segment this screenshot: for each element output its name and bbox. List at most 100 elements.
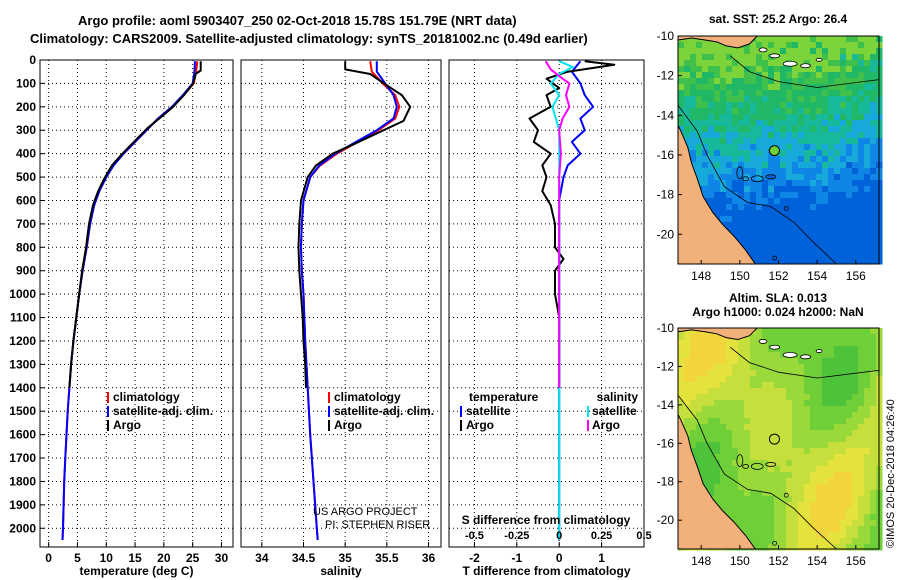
map-cell bbox=[840, 388, 847, 395]
map-cell bbox=[798, 478, 805, 485]
map-cell bbox=[768, 400, 775, 407]
map-cell bbox=[804, 466, 811, 473]
secondary-tick-label: 0.25 bbox=[591, 530, 612, 542]
map-cell bbox=[702, 472, 709, 479]
map-cell bbox=[750, 490, 757, 497]
map-cell bbox=[708, 442, 715, 449]
map-cell bbox=[828, 210, 835, 217]
map-cell bbox=[864, 478, 871, 485]
map-cell bbox=[738, 228, 745, 235]
map-cell bbox=[768, 424, 775, 431]
map-cell bbox=[828, 508, 835, 515]
map-cell bbox=[780, 496, 787, 503]
map-cell bbox=[834, 48, 841, 55]
map-cell bbox=[864, 228, 871, 235]
map-cell bbox=[864, 222, 871, 229]
map-cell bbox=[870, 400, 877, 407]
map-cell bbox=[846, 90, 853, 97]
map-cell bbox=[738, 186, 745, 193]
x-axis-label: salinity bbox=[320, 564, 362, 578]
map-cell bbox=[678, 60, 685, 67]
map-cell bbox=[756, 204, 763, 211]
map-cell bbox=[822, 60, 829, 67]
map-cell bbox=[798, 394, 805, 401]
map-cell bbox=[786, 78, 793, 85]
map-cell bbox=[792, 466, 799, 473]
map-cell bbox=[870, 544, 877, 551]
map-cell bbox=[810, 210, 817, 217]
map-cell bbox=[858, 72, 865, 79]
map-cell bbox=[870, 358, 877, 365]
map-cell bbox=[792, 364, 799, 371]
map-cell bbox=[858, 502, 865, 509]
map-cell bbox=[786, 132, 793, 139]
map-cell bbox=[714, 210, 721, 217]
map-cell bbox=[822, 252, 829, 259]
map-cell bbox=[828, 472, 835, 479]
map-cell bbox=[828, 358, 835, 365]
map-cell bbox=[852, 484, 859, 491]
map-cell bbox=[834, 36, 841, 43]
map-cell bbox=[840, 234, 847, 241]
map-cell bbox=[810, 466, 817, 473]
map-cell bbox=[726, 454, 733, 461]
map-cell bbox=[762, 240, 769, 247]
map-cell bbox=[798, 520, 805, 527]
map-cell bbox=[822, 240, 829, 247]
map-cell bbox=[726, 442, 733, 449]
map-cell bbox=[798, 370, 805, 377]
map-cell bbox=[804, 364, 811, 371]
map-cell bbox=[804, 388, 811, 395]
map-cell bbox=[822, 538, 829, 545]
map-cell bbox=[792, 240, 799, 247]
map-cell bbox=[858, 174, 865, 181]
map-cell bbox=[810, 388, 817, 395]
map-cell bbox=[846, 436, 853, 443]
legend-climatology-label: climatology bbox=[334, 390, 401, 404]
map-x-tick-label: 152 bbox=[768, 269, 788, 283]
map-cell bbox=[732, 382, 739, 389]
map-cell bbox=[810, 192, 817, 199]
map-cell bbox=[870, 394, 877, 401]
map-cell bbox=[744, 508, 751, 515]
map-cell bbox=[732, 84, 739, 91]
map-cell bbox=[870, 532, 877, 539]
map-cell bbox=[702, 192, 709, 199]
map-cell bbox=[768, 544, 775, 551]
map-cell bbox=[690, 340, 697, 347]
map-cell bbox=[720, 466, 727, 473]
map-cell bbox=[846, 334, 853, 341]
map-cell bbox=[786, 424, 793, 431]
argo-float-marker bbox=[768, 145, 780, 157]
map-cell bbox=[756, 430, 763, 437]
map-cell bbox=[750, 412, 757, 419]
map-cell bbox=[828, 532, 835, 539]
map-cell bbox=[792, 234, 799, 241]
map-cell bbox=[708, 406, 715, 413]
map-cell bbox=[822, 234, 829, 241]
map-cell bbox=[684, 54, 691, 61]
reef-outline bbox=[750, 175, 764, 183]
map-cell bbox=[792, 48, 799, 55]
map-cell bbox=[768, 78, 775, 85]
map-cell bbox=[750, 120, 757, 127]
map-cell bbox=[840, 400, 847, 407]
map-cell bbox=[846, 460, 853, 467]
map-cell bbox=[840, 186, 847, 193]
map-y-tick-label: -20 bbox=[657, 513, 675, 527]
map-cell bbox=[804, 66, 811, 73]
map-cell bbox=[720, 502, 727, 509]
map-cell bbox=[852, 358, 859, 365]
map-cell bbox=[804, 532, 811, 539]
legend-t-satellite-label: satellite bbox=[466, 404, 511, 418]
map-cell bbox=[750, 108, 757, 115]
map-cell bbox=[768, 96, 775, 103]
map-cell bbox=[804, 132, 811, 139]
map-cell bbox=[726, 210, 733, 217]
map-cell bbox=[792, 406, 799, 413]
map-cell bbox=[804, 114, 811, 121]
map-cell bbox=[810, 484, 817, 491]
map-cell bbox=[834, 174, 841, 181]
map-cell bbox=[810, 180, 817, 187]
